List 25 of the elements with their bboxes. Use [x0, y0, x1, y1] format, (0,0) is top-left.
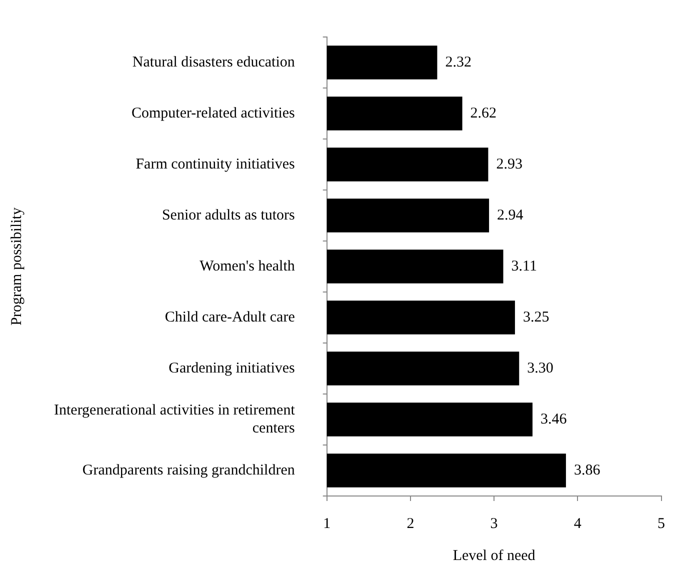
data-label: 2.93 [496, 156, 522, 172]
y-axis-title: Program possibility [8, 207, 25, 326]
data-label: 3.86 [574, 462, 601, 478]
data-label: 3.25 [522, 309, 550, 326]
data-label: 2.32 [445, 54, 472, 70]
x-tick-label: 3 [490, 516, 498, 532]
x-tick-label: 2 [406, 516, 414, 532]
y-tick-label: Senior adults as tutors [162, 207, 296, 224]
y-tick-label: Natural disasters education [132, 54, 296, 70]
data-label: 2.62 [470, 105, 497, 122]
y-tick-label: Gardening initiatives [168, 360, 296, 376]
y-tick-label: Computer-related activities [131, 105, 296, 122]
data-label: 2.94 [497, 207, 524, 224]
y-tick-label: Farm continuity initiatives [136, 156, 296, 172]
x-tick-label: 5 [658, 516, 665, 532]
y-tick-label: Child care-Adult care [164, 309, 296, 326]
y-tick-label: Grandparents raising grandchildren [82, 462, 296, 478]
x-tick-label: 4 [574, 516, 582, 532]
x-axis-title: Level of need [452, 548, 536, 564]
x-tick-label: 1 [323, 516, 331, 532]
data-label: 3.46 [540, 411, 568, 428]
y-tick-label: Women's health [200, 258, 296, 274]
y-tick-label: Intergenerational activities in retirement centers [54, 402, 296, 436]
data-label: 3.11 [511, 258, 537, 274]
data-label: 3.30 [527, 360, 554, 376]
